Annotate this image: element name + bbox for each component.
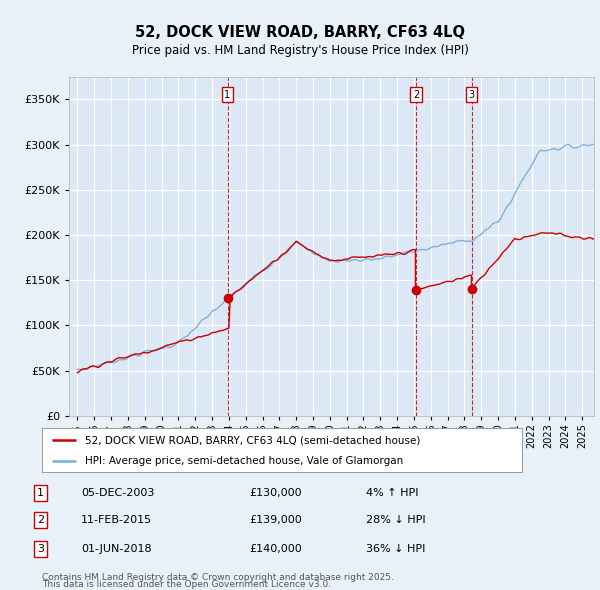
Text: 28% ↓ HPI: 28% ↓ HPI bbox=[366, 516, 425, 525]
Text: 52, DOCK VIEW ROAD, BARRY, CF63 4LQ (semi-detached house): 52, DOCK VIEW ROAD, BARRY, CF63 4LQ (sem… bbox=[85, 435, 421, 445]
Text: 52, DOCK VIEW ROAD, BARRY, CF63 4LQ: 52, DOCK VIEW ROAD, BARRY, CF63 4LQ bbox=[135, 25, 465, 40]
Text: 05-DEC-2003: 05-DEC-2003 bbox=[81, 488, 154, 497]
Text: £130,000: £130,000 bbox=[249, 488, 302, 497]
Text: 3: 3 bbox=[469, 90, 475, 100]
Text: This data is licensed under the Open Government Licence v3.0.: This data is licensed under the Open Gov… bbox=[42, 579, 331, 589]
Text: 11-FEB-2015: 11-FEB-2015 bbox=[81, 516, 152, 525]
Text: 36% ↓ HPI: 36% ↓ HPI bbox=[366, 544, 425, 553]
Text: Contains HM Land Registry data © Crown copyright and database right 2025.: Contains HM Land Registry data © Crown c… bbox=[42, 572, 394, 582]
Text: 01-JUN-2018: 01-JUN-2018 bbox=[81, 544, 152, 553]
Text: 2: 2 bbox=[413, 90, 419, 100]
Text: 3: 3 bbox=[37, 544, 44, 553]
Text: Price paid vs. HM Land Registry's House Price Index (HPI): Price paid vs. HM Land Registry's House … bbox=[131, 44, 469, 57]
Text: £139,000: £139,000 bbox=[249, 516, 302, 525]
Text: 2: 2 bbox=[37, 516, 44, 525]
Text: 4% ↑ HPI: 4% ↑ HPI bbox=[366, 488, 419, 497]
Text: 1: 1 bbox=[37, 488, 44, 497]
Text: 1: 1 bbox=[224, 90, 230, 100]
Text: HPI: Average price, semi-detached house, Vale of Glamorgan: HPI: Average price, semi-detached house,… bbox=[85, 456, 403, 466]
Text: £140,000: £140,000 bbox=[249, 544, 302, 553]
